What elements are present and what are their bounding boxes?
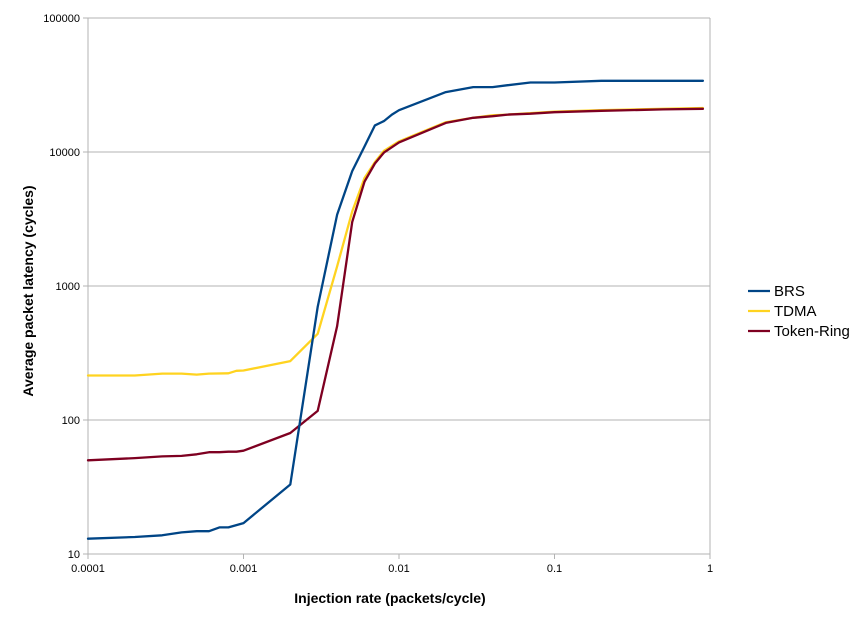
y-tick-label: 10000: [49, 147, 80, 159]
y-tick-label: 10: [68, 549, 80, 561]
legend: BRS TDMA Token-Ring: [748, 283, 850, 340]
x-tick-label: 0.001: [230, 563, 258, 575]
y-tick-label: 100: [62, 415, 80, 427]
y-tick-label: 1000: [56, 281, 80, 293]
x-tick-label: 0.01: [388, 563, 409, 575]
y-axis-title: Average packet latency (cycles): [20, 185, 36, 396]
legend-label-tdma: TDMA: [774, 303, 817, 320]
y-axis-ticks: 10 100 1000 10000 100000: [43, 13, 88, 561]
series-line-brs: [86, 79, 705, 540]
x-axis-ticks: 0.0001 0.001 0.01 0.1 1: [71, 554, 713, 575]
legend-label-brs: BRS: [774, 283, 805, 300]
x-tick-label: 1: [707, 563, 713, 575]
gridlines: [88, 17, 710, 555]
series-line-token-ring: [86, 107, 705, 462]
legend-label-token-ring: Token-Ring: [774, 323, 850, 340]
x-tick-label: 0.1: [547, 563, 562, 575]
series-lines: [86, 79, 705, 540]
x-axis-title: Injection rate (packets/cycle): [294, 590, 485, 606]
series-line-tdma: [86, 106, 705, 377]
x-tick-label: 0.0001: [71, 563, 105, 575]
y-tick-label: 100000: [43, 13, 80, 25]
